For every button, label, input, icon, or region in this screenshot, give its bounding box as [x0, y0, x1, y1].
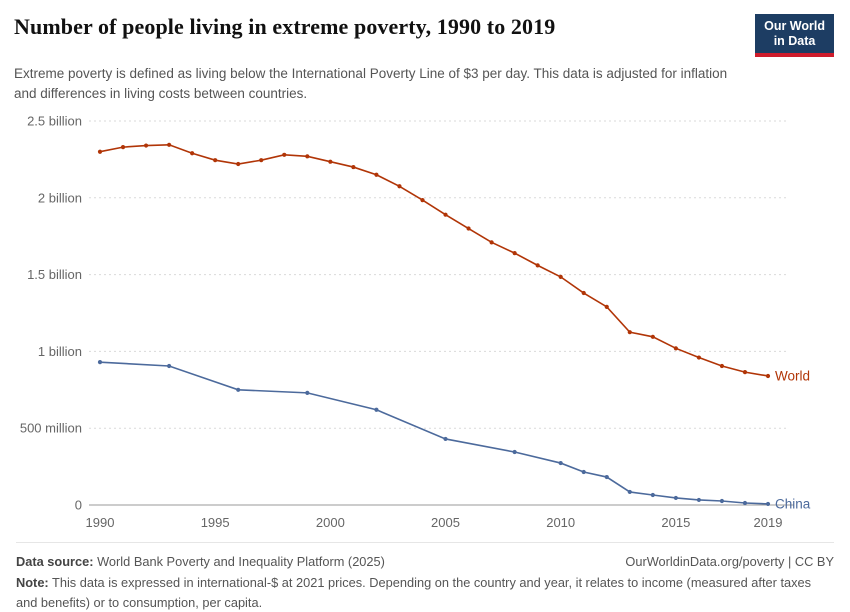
data-point-china — [558, 461, 563, 466]
data-point-world — [466, 226, 471, 231]
data-point-china — [673, 495, 678, 501]
owid-logo-line1: Our World — [764, 19, 825, 33]
x-tick-label: 2010 — [546, 515, 575, 530]
data-point-china — [627, 489, 632, 495]
data-point-china — [650, 493, 655, 498]
data-point-world — [512, 251, 517, 256]
data-point-world — [650, 334, 655, 340]
y-tick-label: 1.5 billion — [27, 267, 82, 282]
data-point-china — [719, 499, 725, 504]
data-point-world — [259, 158, 264, 163]
series-label-world: World — [775, 369, 810, 384]
series-label-china: China — [775, 497, 811, 512]
data-point-world — [696, 355, 701, 360]
series-line-world — [99, 144, 769, 377]
data-point-world — [443, 212, 448, 217]
data-point-china — [765, 501, 771, 507]
data-point-china — [581, 470, 586, 475]
data-point-world — [397, 184, 402, 189]
data-point-china — [604, 475, 609, 480]
data-point-china — [374, 407, 379, 412]
data-source: Data source: World Bank Poverty and Ineq… — [16, 552, 385, 571]
data-point-world — [328, 159, 333, 164]
data-point-world — [120, 145, 126, 150]
data-point-china — [742, 501, 748, 506]
data-point-world — [558, 274, 563, 280]
footnote: Note: This data is expressed in internat… — [16, 573, 834, 611]
owid-license-link[interactable]: OurWorldinData.org/poverty | CC BY — [625, 554, 834, 570]
data-point-world — [305, 154, 310, 159]
data-point-world — [420, 198, 425, 203]
data-point-world — [489, 240, 494, 245]
data-point-world — [213, 158, 218, 163]
x-tick-label: 2000 — [316, 515, 345, 530]
data-point-world — [143, 143, 149, 148]
data-point-world — [765, 374, 771, 379]
data-point-world — [581, 291, 586, 296]
y-tick-label: 2.5 billion — [27, 114, 82, 129]
data-point-china — [696, 497, 701, 503]
data-point-world — [190, 151, 195, 156]
page: Number of people living in extreme pover… — [14, 14, 834, 542]
data-point-world — [167, 142, 172, 148]
x-tick-label: 2019 — [754, 515, 783, 530]
data-point-world — [719, 364, 725, 369]
data-point-china — [167, 364, 172, 369]
data-point-world — [97, 149, 103, 154]
y-tick-label: 2 billion — [38, 190, 82, 205]
x-tick-label: 2015 — [661, 515, 690, 530]
owid-logo-line2: in Data — [773, 34, 816, 48]
data-point-china — [236, 387, 241, 393]
y-tick-label: 500 million — [20, 421, 82, 436]
data-point-world — [236, 162, 241, 167]
data-point-china — [305, 390, 310, 396]
y-tick-label: 0 — [75, 498, 82, 513]
x-tick-label: 2005 — [431, 515, 460, 530]
x-tick-label: 1995 — [201, 515, 230, 530]
data-point-world — [742, 370, 748, 375]
data-point-world — [374, 172, 379, 177]
chart-area: 0 500 million 1 billion 1.5 billion 2 billio… — [14, 105, 834, 542]
data-point-china — [97, 360, 103, 365]
data-point-world — [673, 346, 678, 351]
header: Number of people living in extreme pover… — [14, 14, 834, 57]
data-point-china — [443, 436, 448, 442]
x-tick-label: 1990 — [86, 515, 115, 530]
poverty-line-chart: 0 500 million 1 billion 1.5 billion 2 billio… — [20, 114, 811, 531]
data-point-world — [535, 263, 540, 268]
data-point-china — [512, 450, 517, 455]
chart-title: Number of people living in extreme pover… — [14, 14, 556, 39]
footnote-label: Note: — [16, 575, 49, 591]
y-tick-label: 1 billion — [38, 344, 82, 359]
data-point-world — [604, 304, 609, 310]
data-point-world — [282, 152, 287, 158]
series-line-china — [99, 361, 769, 505]
data-source-label: Data source: — [16, 554, 94, 570]
data-source-text: World Bank Poverty and Inequality Platfo… — [93, 554, 385, 570]
data-point-world — [351, 165, 356, 170]
footer: Data source: World Bank Poverty and Ineq… — [16, 542, 834, 612]
footer-row: Data source: World Bank Poverty and Ineq… — [16, 552, 834, 571]
footnote-text: This data is expressed in international-… — [16, 575, 812, 610]
chart-subtitle: Extreme poverty is defined as living bel… — [14, 66, 728, 101]
owid-logo[interactable]: Our World in Data — [755, 14, 834, 57]
data-point-world — [627, 330, 632, 335]
